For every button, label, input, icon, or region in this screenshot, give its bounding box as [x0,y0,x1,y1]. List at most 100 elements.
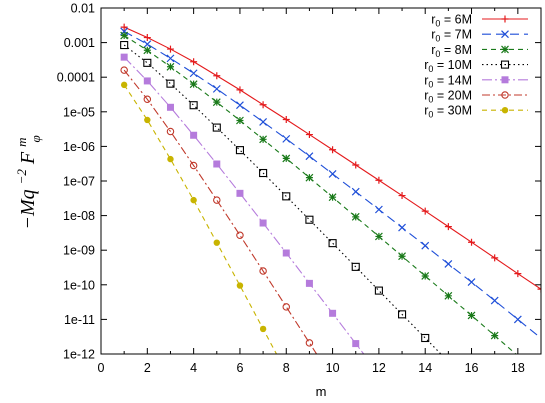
legend-label-base: r [431,43,435,57]
plot-frame [100,7,542,355]
x-tick-label: 10 [326,361,340,375]
data-point [514,270,522,278]
data-point [501,91,509,99]
y-tick-label: 1e-05 [63,105,95,119]
data-point [468,238,476,246]
data-point [190,131,198,139]
data-point [305,152,314,161]
data-point [213,196,221,204]
y-tick-label: 0.0001 [57,71,95,85]
data-point [259,168,268,178]
data-point [166,45,174,53]
data-point [213,239,220,246]
data-point [120,81,128,89]
data-point [190,58,198,66]
legend-label-base: r [431,28,435,42]
data-point [143,77,151,85]
data-point [143,95,152,104]
legend-label-sub: 0 [435,49,440,59]
legend-label-sub: 0 [428,64,433,74]
data-point [189,80,198,89]
y-axis-label-text: −Mq −2 F m φ [9,132,43,229]
legend-label-rest: = 6M [440,13,472,27]
y-axis-label-lead: −Mq [17,189,39,229]
data-point [500,60,510,69]
x-tick-label: 16 [465,361,479,375]
data-point [282,154,291,163]
data-point [143,34,151,42]
data-point [282,115,290,123]
data-point [444,260,453,268]
data-point [120,66,128,74]
x-tick-label: 2 [144,361,151,375]
data-point [236,189,244,197]
x-tick-label: 12 [372,361,386,375]
data-point [213,72,221,80]
y-tick-label: 1e-11 [64,313,95,327]
data-point [444,291,453,300]
data-point [236,282,244,289]
legend-label-base: r [424,73,428,87]
data-point [259,117,268,126]
data-point [398,310,407,319]
legend-label: r0 = 14M [424,73,472,89]
data-point [352,161,360,169]
data-point [305,131,313,139]
data-point [120,31,129,40]
data-point [259,135,268,144]
data-point [328,193,337,202]
data-point [166,62,175,71]
legend-label-sub: 0 [428,79,433,89]
series-line [123,84,278,354]
data-point [490,331,499,340]
legend-label-rest: = 14M [433,73,472,87]
y-tick-label: 1e-08 [63,209,95,223]
data-point [167,155,174,163]
data-point [501,107,509,114]
series-0 [120,23,541,293]
y-tick-label: 0.001 [64,36,95,50]
data-point [501,30,509,39]
data-point [189,69,198,78]
data-point [374,232,383,241]
legend-label-rest: = 20M [433,89,472,103]
data-point [120,40,129,50]
data-point [259,325,267,333]
y-tick-label: 1e-06 [63,140,95,154]
data-point [212,98,221,107]
y-tick-label: 0.01 [71,2,95,16]
x-axis-label: m [316,384,327,399]
legend-label-sub: 0 [428,110,433,120]
legend-label-base: r [424,89,428,103]
data-point [143,58,152,67]
legend-item: r0 = 6M [431,13,528,29]
legend-item: r0 = 8M [431,43,528,59]
data-point [236,231,244,240]
y-axis-label-sub2: φ [28,135,43,142]
y-tick-label: 1e-07 [63,175,95,189]
legend-label: r0 = 30M [424,104,472,120]
x-tick-label: 14 [418,361,432,375]
data-point [236,86,244,94]
data-point [190,196,197,204]
legend-label: r0 = 6M [431,13,472,29]
x-tick-label: 6 [236,361,243,375]
y-axis-label-sup1: −2 [14,169,29,185]
data-point [259,219,267,227]
x-tick-label: 18 [511,361,525,375]
axis-ticks: 0 2 4 6 8 10 12 14 16 18 1e-12 1e-11 1e-10 1e-09 1e-08… [57,2,542,375]
data-point [120,23,128,31]
data-point [236,116,244,125]
y-axis-label-F: F [17,151,39,165]
data-point [305,279,313,287]
data-point [374,205,383,214]
data-point [444,223,452,231]
data-point [166,79,175,88]
y-tick-label: 1e-12 [63,348,95,362]
data-point [212,123,221,132]
y-tick-label: 1e-09 [63,244,95,258]
x-tick-label: 4 [190,361,197,375]
legend-label-sub: 0 [435,19,440,29]
data-point [305,339,314,347]
